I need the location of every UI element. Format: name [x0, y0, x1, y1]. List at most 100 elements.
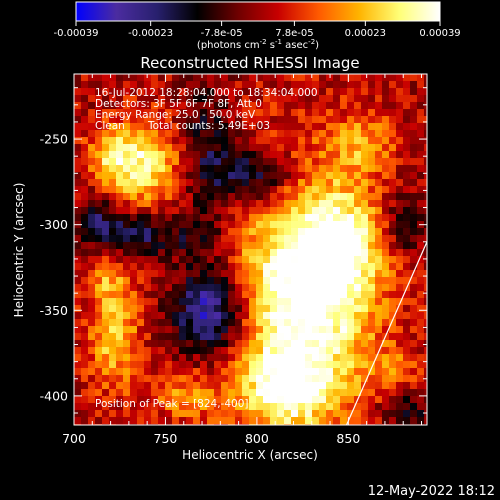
- heatmap-cell: [417, 354, 425, 362]
- heatmap-cell: [312, 158, 320, 166]
- heatmap-cell: [214, 298, 222, 306]
- heatmap-cell: [95, 221, 103, 229]
- heatmap-cell: [109, 235, 117, 243]
- heatmap-cell: [389, 214, 397, 222]
- heatmap-cell: [242, 186, 250, 194]
- heatmap-cell: [158, 102, 166, 110]
- heatmap-cell: [263, 74, 271, 82]
- heatmap-cell: [109, 410, 117, 418]
- heatmap-cell: [81, 284, 89, 292]
- heatmap-cell: [291, 403, 299, 411]
- heatmap-cell: [193, 88, 201, 96]
- heatmap-cell: [424, 263, 427, 271]
- heatmap-cell: [291, 207, 299, 215]
- heatmap-cell: [354, 123, 362, 131]
- heatmap-cell: [291, 368, 299, 376]
- heatmap-cell: [179, 109, 187, 117]
- heatmap-cell: [382, 284, 390, 292]
- heatmap-cell: [375, 193, 383, 201]
- heatmap-cell: [151, 95, 159, 103]
- heatmap-cell: [235, 284, 243, 292]
- heatmap-cell: [382, 375, 390, 383]
- heatmap-cell: [291, 109, 299, 117]
- heatmap-cell: [305, 361, 313, 369]
- heatmap-cell: [361, 74, 369, 82]
- heatmap-cell: [193, 256, 201, 264]
- heatmap-cell: [291, 228, 299, 236]
- heatmap-cell: [193, 158, 201, 166]
- heatmap-cell: [116, 130, 124, 138]
- heatmap-cell: [284, 95, 292, 103]
- heatmap-cell: [263, 417, 271, 425]
- heatmap-cell: [403, 340, 411, 348]
- heatmap-cell: [326, 298, 334, 306]
- heatmap-cell: [403, 165, 411, 173]
- heatmap-cell: [242, 109, 250, 117]
- heatmap-cell: [123, 256, 131, 264]
- heatmap-cell: [361, 165, 369, 173]
- heatmap-cell: [123, 186, 131, 194]
- heatmap-cell: [319, 291, 327, 299]
- heatmap-cell: [158, 347, 166, 355]
- heatmap-cell: [130, 298, 138, 306]
- heatmap-cell: [298, 221, 306, 229]
- heatmap-cell: [298, 396, 306, 404]
- heatmap-cell: [256, 291, 264, 299]
- heatmap-cell: [347, 333, 355, 341]
- heatmap-cell: [102, 340, 110, 348]
- heatmap-cell: [389, 179, 397, 187]
- heatmap-cell: [165, 95, 173, 103]
- heatmap-cell: [88, 207, 96, 215]
- heatmap-cell: [102, 81, 110, 89]
- heatmap-cell: [305, 172, 313, 180]
- heatmap-cell: [424, 186, 427, 194]
- heatmap-cell: [277, 326, 285, 334]
- heatmap-cell: [333, 277, 341, 285]
- heatmap-cell: [368, 116, 376, 124]
- heatmap-cell: [207, 130, 215, 138]
- heatmap-cell: [291, 347, 299, 355]
- heatmap-cell: [340, 158, 348, 166]
- heatmap-cell: [424, 354, 427, 362]
- heatmap-cell: [312, 354, 320, 362]
- heatmap-cell: [417, 298, 425, 306]
- colorbar-tick-label: 7.8e-05: [275, 28, 313, 39]
- heatmap-cell: [116, 221, 124, 229]
- heatmap-cell: [102, 214, 110, 222]
- heatmap-cell: [102, 151, 110, 159]
- heatmap-cell: [382, 298, 390, 306]
- heatmap-cell: [319, 389, 327, 397]
- heatmap-cell: [172, 263, 180, 271]
- heatmap-cell: [88, 361, 96, 369]
- heatmap-cell: [333, 102, 341, 110]
- heatmap-cell: [396, 186, 404, 194]
- heatmap-cell: [88, 235, 96, 243]
- heatmap-cell: [263, 284, 271, 292]
- heatmap-cell: [158, 95, 166, 103]
- heatmap-cell: [410, 319, 418, 327]
- heatmap-cell: [382, 326, 390, 334]
- heatmap-cell: [165, 403, 173, 411]
- heatmap-cell: [130, 123, 138, 131]
- heatmap-cell: [340, 270, 348, 278]
- heatmap-cell: [284, 340, 292, 348]
- heatmap-cell: [207, 214, 215, 222]
- heatmap-cell: [200, 200, 208, 208]
- heatmap-cell: [228, 270, 236, 278]
- heatmap-cell: [130, 235, 138, 243]
- heatmap-cell: [354, 81, 362, 89]
- heatmap-cell: [375, 312, 383, 320]
- heatmap-cell: [158, 333, 166, 341]
- heatmap-cell: [137, 382, 145, 390]
- heatmap-cell: [340, 109, 348, 117]
- heatmap-cell: [144, 340, 152, 348]
- heatmap-cell: [214, 186, 222, 194]
- heatmap-cell: [88, 221, 96, 229]
- heatmap-cell: [382, 228, 390, 236]
- heatmap-cell: [95, 410, 103, 418]
- heatmap-cell: [368, 382, 376, 390]
- heatmap-cell: [158, 144, 166, 152]
- heatmap-cell: [200, 109, 208, 117]
- heatmap-cell: [291, 291, 299, 299]
